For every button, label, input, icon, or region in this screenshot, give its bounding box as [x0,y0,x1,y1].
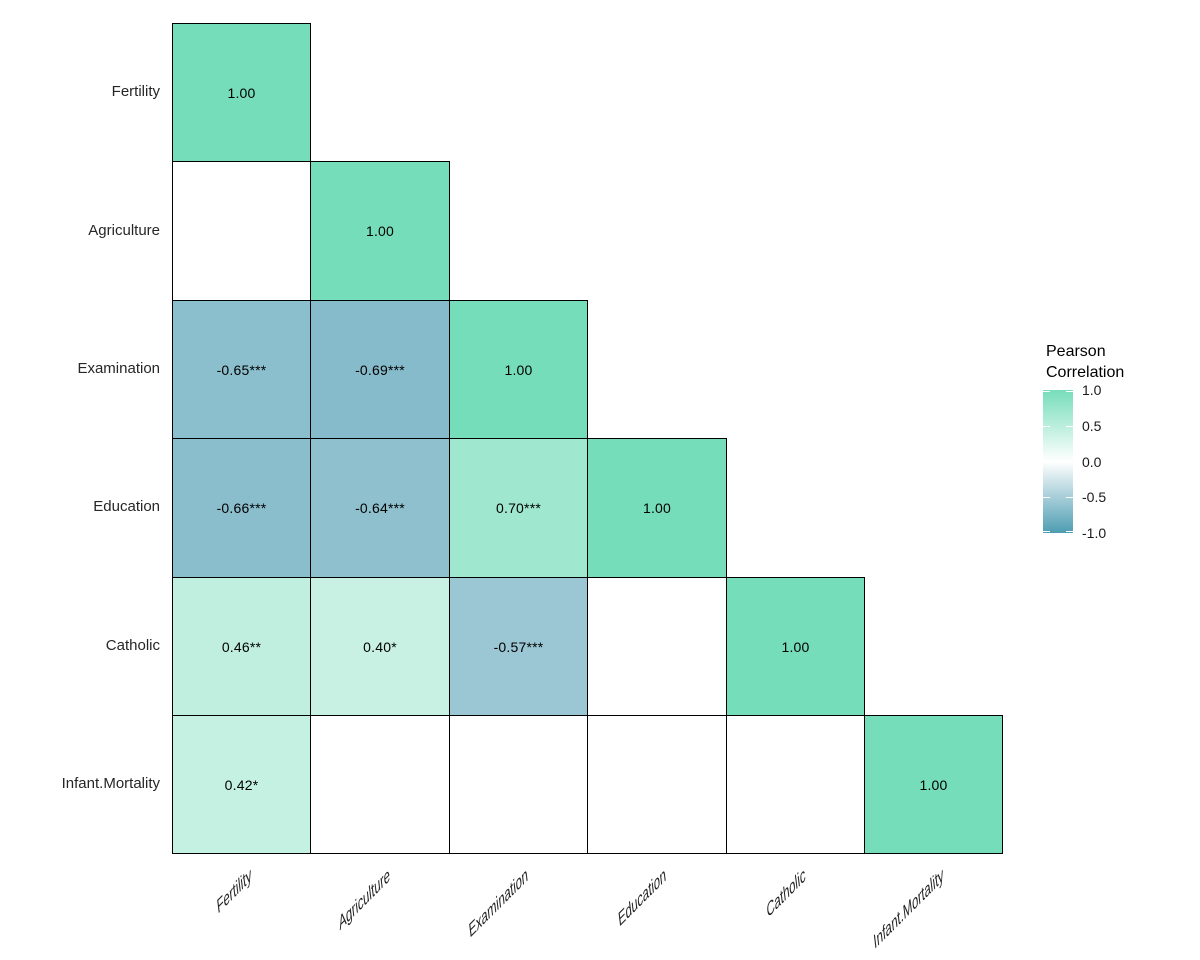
cell-value: -0.57*** [493,638,544,655]
matrix-cell: -0.66*** [172,438,311,578]
legend-gradient-bar [1043,390,1073,533]
x-axis-label: Agriculture [333,863,396,935]
matrix-cell [726,715,865,854]
matrix-cell: 1.00 [310,161,450,301]
x-axis-label-text: Agriculture [337,863,392,936]
cell-value: -0.69*** [355,361,405,378]
legend-tick-label: 0.5 [1082,418,1102,434]
cell-value: -0.65*** [216,361,267,378]
legend-title-line2: Correlation [1046,364,1125,381]
matrix-cell: 1.00 [587,438,727,578]
legend-tick-label: -1.0 [1082,525,1107,541]
x-axis-label-text: Examination [468,863,530,944]
y-axis-label: Catholic [105,637,160,654]
matrix-cell: 1.00 [864,715,1003,854]
legend-tick-mark [1043,497,1050,498]
matrix-cell: 0.46** [172,577,311,716]
legend-title-line1: Pearson [1046,343,1106,360]
matrix-cell: 0.42* [172,715,311,854]
matrix-cell: 0.40* [310,577,450,716]
x-axis-label: Education [613,863,672,932]
legend-tick-mark [1066,391,1073,392]
cell-value: 0.70*** [496,500,541,516]
matrix-cell: -0.57*** [449,577,588,716]
matrix-cell [310,715,450,854]
x-axis-label-text: Fertility [215,863,253,919]
cell-value: 1.00 [504,361,533,378]
matrix-cell: 1.00 [726,577,865,716]
cell-value: 1.00 [642,500,672,516]
legend-tick-label: -0.5 [1082,489,1107,505]
legend-tick-mark [1066,497,1073,498]
cell-value: 1.00 [227,84,256,101]
x-axis-label-text: Education [617,863,668,932]
legend-tick-mark [1043,426,1050,427]
matrix-cell [587,715,727,854]
legend-tick-mark [1066,462,1073,463]
cell-value: 0.42* [224,776,259,793]
legend-tick-mark [1043,462,1050,463]
matrix-cell: 1.00 [449,300,588,439]
legend-tick-mark [1066,531,1073,532]
matrix-cell: -0.65*** [172,300,311,439]
y-axis-label: Infant.Mortality [61,775,160,792]
y-axis-label: Education [93,498,160,515]
matrix-cell [172,161,311,301]
x-axis-label: Infant.Mortality [867,863,949,954]
matrix-cell [449,715,588,854]
legend-title: Pearson Correlation [1046,341,1124,383]
x-axis-label-text: Catholic [765,863,807,924]
cell-value: -0.66*** [216,500,267,516]
legend-tick-mark [1066,426,1073,427]
matrix-cell: -0.69*** [310,300,450,439]
legend-tick-mark [1043,531,1050,532]
cell-value: 1.00 [781,638,810,655]
legend-tick-label: 0.0 [1082,454,1102,470]
cell-value: 1.00 [365,223,395,239]
x-axis-label-text: Infant.Mortality [872,863,945,955]
x-axis-label: Catholic [761,863,811,923]
cell-value: -0.64*** [355,500,405,516]
x-axis-label: Examination [464,863,534,943]
y-axis-label: Examination [77,360,160,377]
x-axis-label: Fertility [211,863,257,919]
legend-tick-label: 1.0 [1082,382,1102,398]
matrix-cell: -0.64*** [310,438,450,578]
matrix-cell: 0.70*** [449,438,588,578]
legend-tick-mark [1043,391,1050,392]
cell-value: 1.00 [919,776,948,793]
y-axis-label: Fertility [111,83,160,100]
matrix-cell: 1.00 [172,23,311,162]
cell-value: 0.40* [363,638,397,655]
matrix-cell [587,577,727,716]
cell-value: 0.46** [221,638,262,655]
y-axis-label: Agriculture [88,222,160,239]
